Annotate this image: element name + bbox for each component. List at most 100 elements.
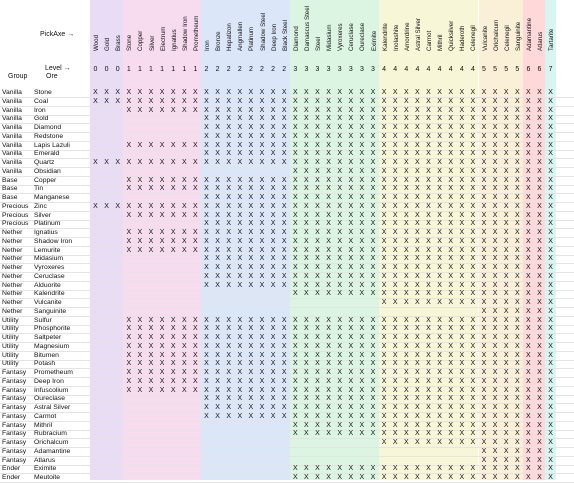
can-mine-mark: X [526,404,531,411]
pickaxe-name: Steel [315,36,322,51]
can-mine-mark: X [337,272,343,280]
group-cell: Fantasy [2,386,27,394]
can-mine-mark: X [215,159,220,166]
pickaxe-name: Black Steel [281,20,289,51]
can-mine-mark: X [237,404,243,411]
can-mine-mark: X [392,220,398,228]
can-mine-mark: X [548,185,553,193]
can-mine-mark: X [403,89,409,96]
can-mine-mark: X [226,176,232,184]
can-mine-mark: X [137,351,143,359]
can-mine-mark: X [204,89,209,96]
can-mine-mark: X [470,246,476,254]
can-mine-mark: X [359,386,365,394]
can-mine-mark: X [226,404,232,411]
can-mine-mark: X [548,299,553,306]
pickaxe-column-header: Hepatizon [226,6,234,58]
can-mine-mark: X [315,132,320,140]
can-mine-mark: X [226,115,232,123]
can-mine-mark: X [159,202,165,210]
can-mine-mark: X [281,334,287,341]
can-mine-mark: X [237,386,243,394]
can-mine-mark: X [226,132,232,140]
can-mine-mark: X [492,281,498,289]
can-mine-mark: X [237,264,243,271]
pickaxe-name: Mithril [437,34,445,52]
can-mine-mark: X [526,421,531,429]
can-mine-mark: X [437,404,442,411]
can-mine-mark: X [181,246,187,254]
can-mine-mark: X [259,220,265,228]
can-mine-mark: X [359,132,365,140]
can-mine-mark: X [292,115,298,123]
row-divider [0,429,574,431]
can-mine-mark: X [237,229,243,236]
can-mine-mark: X [170,89,176,96]
can-mine-mark: X [170,176,176,184]
can-mine-mark: X [492,342,498,350]
pickaxe-column-header: Brass [115,6,123,58]
can-mine-mark: X [392,412,398,420]
can-mine-mark: X [448,334,454,341]
level-number: 4 [393,66,398,73]
can-mine-mark: X [359,412,365,420]
can-mine-mark: X [392,150,398,158]
can-mine-mark: X [181,229,187,236]
level-number: 5 [493,66,498,73]
can-mine-mark: X [281,342,287,350]
can-mine-mark: X [226,281,232,289]
can-mine-mark: X [470,176,476,184]
can-mine-mark: X [392,132,398,140]
can-mine-mark: X [370,351,376,359]
can-mine-mark: X [126,97,132,105]
can-mine-mark: X [237,115,243,123]
can-mine-mark: X [415,430,420,438]
group-cell: Ender [2,465,21,473]
pickaxe-column-header: Celenegil [470,6,478,58]
can-mine-mark: X [548,89,553,96]
can-mine-mark: X [281,141,287,149]
pickaxe-name: Hepatizon [226,23,234,51]
can-mine-mark: X [492,211,498,219]
ore-cell: Mithril [34,421,53,429]
row-divider [0,123,574,125]
row-divider [0,412,574,413]
can-mine-mark: X [503,106,509,114]
can-mine-mark: X [503,377,509,385]
can-mine-mark: X [537,325,542,333]
can-mine-mark: X [415,281,420,289]
can-mine-mark: X [137,386,143,394]
can-mine-mark: X [392,369,398,376]
can-mine-mark: X [326,395,331,403]
can-mine-mark: X [204,334,209,341]
can-mine-mark: X [259,412,265,420]
can-mine-mark: X [93,159,98,166]
group-cell: Utility [2,334,19,341]
can-mine-mark: X [315,194,320,201]
can-mine-mark: X [492,360,498,368]
can-mine-mark: X [481,202,487,210]
can-mine-mark: X [548,176,553,184]
can-mine-mark: X [226,159,232,166]
can-mine-mark: X [481,106,487,114]
level-number: 7 [548,66,553,73]
can-mine-mark: X [204,202,209,210]
can-mine-mark: X [215,264,220,271]
can-mine-mark: X [215,115,220,123]
can-mine-mark: X [204,194,209,201]
can-mine-mark: X [292,211,298,219]
can-mine-mark: X [137,237,143,245]
ore-cell: Ceruclase [34,272,65,280]
can-mine-mark: X [526,246,531,254]
level-number: 3 [337,66,342,73]
can-mine-mark: X [348,132,354,140]
can-mine-mark: X [304,211,309,219]
row-divider [0,455,574,457]
can-mine-mark: X [304,465,309,473]
can-mine-mark: X [359,106,365,114]
can-mine-mark: X [492,237,498,245]
row-divider [0,307,574,308]
can-mine-mark: X [270,255,276,263]
can-mine-mark: X [126,229,132,236]
can-mine-mark: X [304,202,309,210]
